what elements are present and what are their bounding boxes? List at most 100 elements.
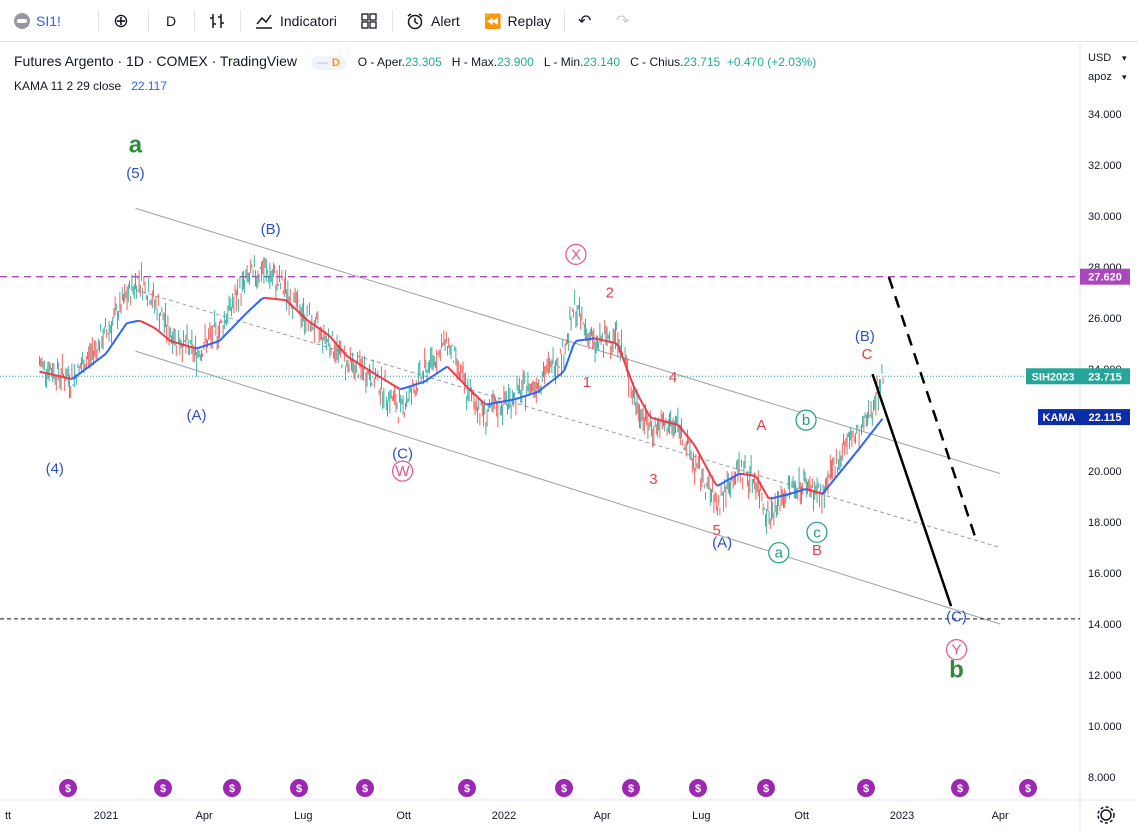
kama-segment xyxy=(600,340,603,341)
kama-segment xyxy=(606,341,609,342)
alert-button[interactable]: Alert xyxy=(405,8,460,34)
kama-segment xyxy=(522,396,525,397)
event-dividend-icon: $ xyxy=(763,783,769,795)
kama-segment xyxy=(174,342,177,343)
kama-segment xyxy=(780,495,783,496)
time-tick-label: Ott xyxy=(794,810,809,822)
wave-label: (C) xyxy=(392,445,413,462)
wave-label: (A) xyxy=(712,535,732,552)
kama-segment xyxy=(531,393,534,394)
time-tick-label: Lug xyxy=(692,810,710,822)
wave-label: c xyxy=(813,524,821,541)
event-dividend-icon: $ xyxy=(1025,783,1031,795)
kama-segment xyxy=(417,383,420,384)
kama-segment xyxy=(660,420,663,421)
interval-button[interactable]: D xyxy=(166,8,176,34)
kama-segment xyxy=(213,342,216,343)
kama-segment xyxy=(594,338,597,339)
time-tick-label: 2022 xyxy=(492,810,516,822)
last-price-value-text: 23.715 xyxy=(1088,371,1122,383)
kama-segment xyxy=(45,373,48,374)
price-tick-label: 32.000 xyxy=(1088,160,1122,172)
indicators-button[interactable]: Indicatori xyxy=(254,8,337,34)
currency-label[interactable]: USD xyxy=(1088,52,1111,64)
kama-segment xyxy=(498,402,501,403)
wave-label: 3 xyxy=(649,471,657,488)
kama-segment xyxy=(177,343,180,344)
kama-segment xyxy=(651,418,654,419)
time-tick-label: 2021 xyxy=(94,810,118,822)
wave-label: 2 xyxy=(606,285,614,302)
wave-label: 1 xyxy=(583,374,591,391)
kama-segment xyxy=(180,344,183,345)
replay-button[interactable]: ⏪ Replay xyxy=(484,8,551,34)
time-tick-label: Lug xyxy=(294,810,312,822)
symbol-logo-icon xyxy=(14,13,30,29)
unit-label[interactable]: apoz xyxy=(1088,71,1112,83)
legend-badge[interactable]: —D xyxy=(311,56,346,70)
rewind-icon: ⏪ xyxy=(484,13,501,30)
chart-type-button[interactable] xyxy=(208,8,226,34)
wave-label: C xyxy=(862,346,873,363)
legend-title[interactable]: Futures Argento · 1D · COMEX · TradingVi… xyxy=(14,53,297,69)
event-dividend-icon: $ xyxy=(561,783,567,795)
undo-button[interactable]: ↶ xyxy=(578,8,597,34)
kama-segment xyxy=(525,395,528,396)
kama-segment xyxy=(519,397,522,398)
price-tick-label: 18.000 xyxy=(1088,517,1122,529)
redo-button[interactable]: ↷ xyxy=(616,8,635,34)
wave-label: A xyxy=(756,417,766,434)
price-tick-label: 30.000 xyxy=(1088,211,1122,223)
kama-segment xyxy=(54,375,57,376)
kama-segment xyxy=(795,491,798,492)
wave-label: a xyxy=(129,131,143,158)
event-dividend-icon: $ xyxy=(628,783,634,795)
last-price-tag-text: SIH2023 xyxy=(1032,371,1075,383)
kama-segment xyxy=(666,422,669,423)
kama-segment xyxy=(261,298,264,299)
kama-segment xyxy=(210,343,213,344)
kama-segment xyxy=(183,345,186,346)
kama-segment xyxy=(507,400,510,401)
kama-segment xyxy=(771,498,774,499)
wave-label: b xyxy=(802,412,810,429)
kama-segment xyxy=(753,476,756,477)
event-dividend-icon: $ xyxy=(296,783,302,795)
bar-chart-type-icon xyxy=(208,12,226,30)
wave-label: 4 xyxy=(669,369,677,386)
kama-segment xyxy=(138,321,141,322)
kama-segment xyxy=(126,323,129,324)
indicator-legend[interactable]: KAMA 11 2 29 close 22.117 xyxy=(14,79,167,93)
kama-segment xyxy=(129,322,132,323)
kama-segment xyxy=(510,400,513,401)
price-tick-label: 34.000 xyxy=(1088,109,1122,121)
kama-segment xyxy=(516,398,519,399)
price-tick-label: 14.000 xyxy=(1088,619,1122,631)
compare-button[interactable]: ⊕ xyxy=(113,8,135,34)
kama-segment xyxy=(204,345,207,346)
kama-segment xyxy=(495,402,498,403)
kama-segment xyxy=(786,494,789,495)
layouts-button[interactable] xyxy=(360,8,378,34)
price-tick-label: 26.000 xyxy=(1088,313,1122,325)
event-dividend-icon: $ xyxy=(160,783,166,795)
plus-circle-icon: ⊕ xyxy=(113,10,129,33)
kama-segment xyxy=(198,347,201,348)
time-tick-label: Apr xyxy=(992,810,1009,822)
time-tick-label: Apr xyxy=(196,810,213,822)
kama-segment xyxy=(813,491,816,492)
kama-segment xyxy=(597,339,600,340)
kama-segment xyxy=(402,388,405,389)
kama-segment xyxy=(816,492,819,493)
symbol-search[interactable]: SI1! xyxy=(14,8,61,34)
top-toolbar: SI1! ⊕ D Indicatori Alert ⏪ xyxy=(0,0,1138,42)
kama-segment xyxy=(144,323,147,325)
chart-svg[interactable]: a(5)(4)(B)(A)(C)WX12345(A)AabcB(B)C(C)Yb… xyxy=(0,43,1138,832)
kama-segment xyxy=(132,321,135,322)
event-dividend-icon: $ xyxy=(65,783,71,795)
event-dividend-icon: $ xyxy=(695,783,701,795)
price-tick-label: 8.000 xyxy=(1088,772,1116,784)
event-dividend-icon: $ xyxy=(957,783,963,795)
indicators-label: Indicatori xyxy=(280,13,337,29)
